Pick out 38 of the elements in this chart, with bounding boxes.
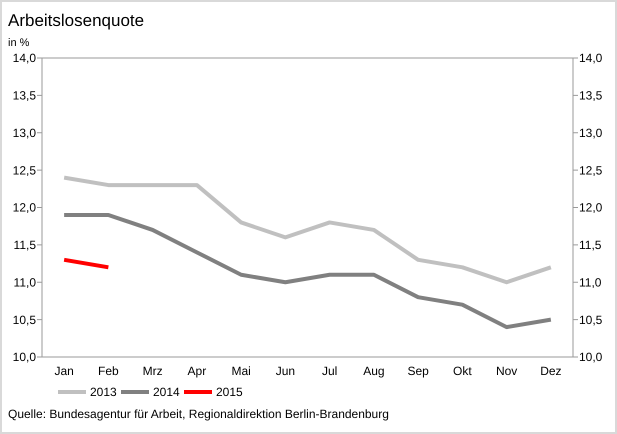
legend-label: 2013 bbox=[90, 385, 118, 400]
x-tick-label: Jun bbox=[276, 364, 296, 378]
x-tick-label: Apr bbox=[188, 364, 206, 378]
y-tick-label: 12,5 bbox=[12, 163, 36, 178]
x-tick-label: Dez bbox=[540, 364, 562, 378]
y-tick-label: 13,0 bbox=[12, 126, 36, 140]
y2-tick-label: 12,0 bbox=[579, 200, 603, 215]
x-tick-label: Feb bbox=[98, 364, 120, 378]
y-tick-label: 11,0 bbox=[14, 275, 36, 290]
y2-tick-label: 12,5 bbox=[579, 163, 603, 178]
y2-tick-label: 14,0 bbox=[579, 51, 603, 66]
x-tick-label: Jul bbox=[322, 364, 338, 378]
x-tick-label: Aug bbox=[363, 364, 385, 378]
line-series bbox=[62, 176, 553, 284]
y2-tick-label: 13,0 bbox=[579, 126, 603, 140]
y2-tick-label: 11,5 bbox=[579, 238, 602, 252]
x-tick-label: Sep bbox=[407, 364, 430, 378]
y-tick-label: 12,0 bbox=[12, 200, 36, 215]
x-tick-label: Okt bbox=[453, 364, 472, 378]
y-tick-label: 10,0 bbox=[12, 350, 36, 364]
y2-tick-label: 11,0 bbox=[579, 275, 602, 290]
source-note: Quelle: Bundesagentur für Arbeit, Regionaldirektion Berlin-Brandenburg bbox=[8, 407, 389, 421]
y-tick-label: 14,0 bbox=[12, 51, 36, 66]
x-tick-label: Jan bbox=[54, 364, 74, 378]
y2-tick-label: 10,5 bbox=[579, 312, 603, 327]
legend-label: 2015 bbox=[216, 385, 244, 400]
y2-tick-label: 13,5 bbox=[579, 88, 603, 103]
y-tick-label: 11,5 bbox=[14, 238, 36, 252]
y2-tick-label: 10,0 bbox=[579, 350, 603, 364]
y-tick-label: 10,5 bbox=[12, 312, 36, 327]
chart-title: Arbeitslosenquote bbox=[8, 11, 144, 30]
x-tick-label: Mai bbox=[231, 364, 251, 378]
legend-label: 2014 bbox=[153, 385, 180, 400]
line-series bbox=[62, 212, 553, 330]
x-tick-label: Nov bbox=[496, 364, 518, 378]
y-axis-title: in % bbox=[8, 37, 30, 49]
y-tick-label: 13,5 bbox=[12, 88, 36, 103]
x-tick-label: Mrz bbox=[142, 364, 163, 378]
